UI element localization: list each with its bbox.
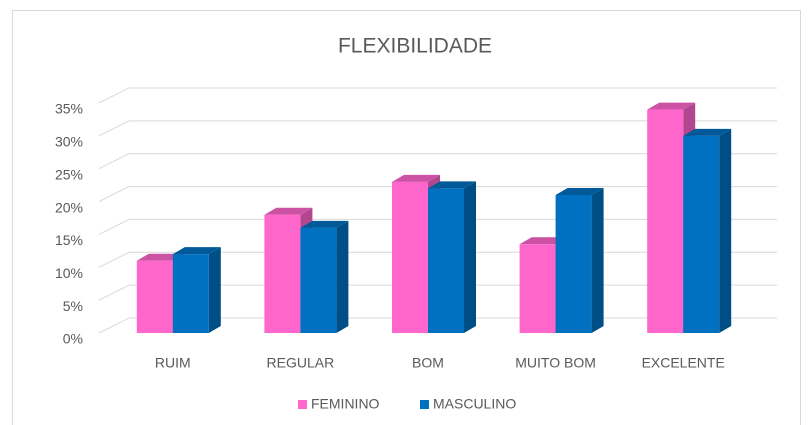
grid-line	[98, 186, 777, 203]
x-tick-label: EXCELENTE	[642, 355, 725, 371]
bar	[264, 214, 301, 333]
bar-side	[719, 128, 732, 333]
y-tick-label: 15%	[55, 232, 83, 248]
y-tick-label: 20%	[55, 199, 83, 215]
bar-top	[555, 188, 604, 195]
chart-title: FLEXIBILIDADE	[338, 35, 492, 58]
legend-label: MASCULINO	[433, 396, 516, 412]
y-tick-label: 0%	[63, 331, 83, 347]
bar-top	[300, 220, 349, 228]
bar	[683, 135, 720, 333]
bar	[300, 227, 337, 333]
bar-top	[392, 174, 440, 182]
bar-top	[264, 207, 313, 215]
bar-top	[428, 181, 476, 189]
legend-label: FEMININO	[311, 396, 380, 412]
bar-side	[208, 247, 221, 333]
bar-side	[336, 220, 349, 333]
x-tick-label: MUITO BOM	[515, 355, 596, 371]
x-tick-label: REGULAR	[267, 355, 335, 371]
x-tick-label: BOM	[412, 355, 444, 371]
bar	[172, 254, 209, 333]
bar-side	[464, 181, 476, 333]
y-tick-label: 5%	[63, 298, 83, 314]
bar	[136, 260, 173, 333]
y-tick-label: 30%	[55, 134, 83, 150]
legend-swatch	[298, 400, 307, 409]
grid-line	[98, 87, 777, 104]
bar-top	[683, 128, 732, 136]
bar-top	[647, 102, 696, 110]
bar-top	[172, 247, 221, 255]
bar	[647, 109, 684, 333]
bar	[555, 195, 592, 333]
x-tick-label: RUIM	[155, 355, 191, 371]
legend-swatch	[420, 400, 429, 409]
grid-line	[98, 153, 777, 170]
bar-side	[591, 188, 604, 333]
grid-line	[98, 120, 777, 137]
y-tick-label: 35%	[55, 101, 83, 117]
y-tick-label: 25%	[55, 166, 83, 182]
bar	[392, 181, 428, 333]
bar	[519, 244, 556, 333]
y-tick-label: 10%	[55, 265, 83, 281]
bar	[428, 188, 464, 333]
